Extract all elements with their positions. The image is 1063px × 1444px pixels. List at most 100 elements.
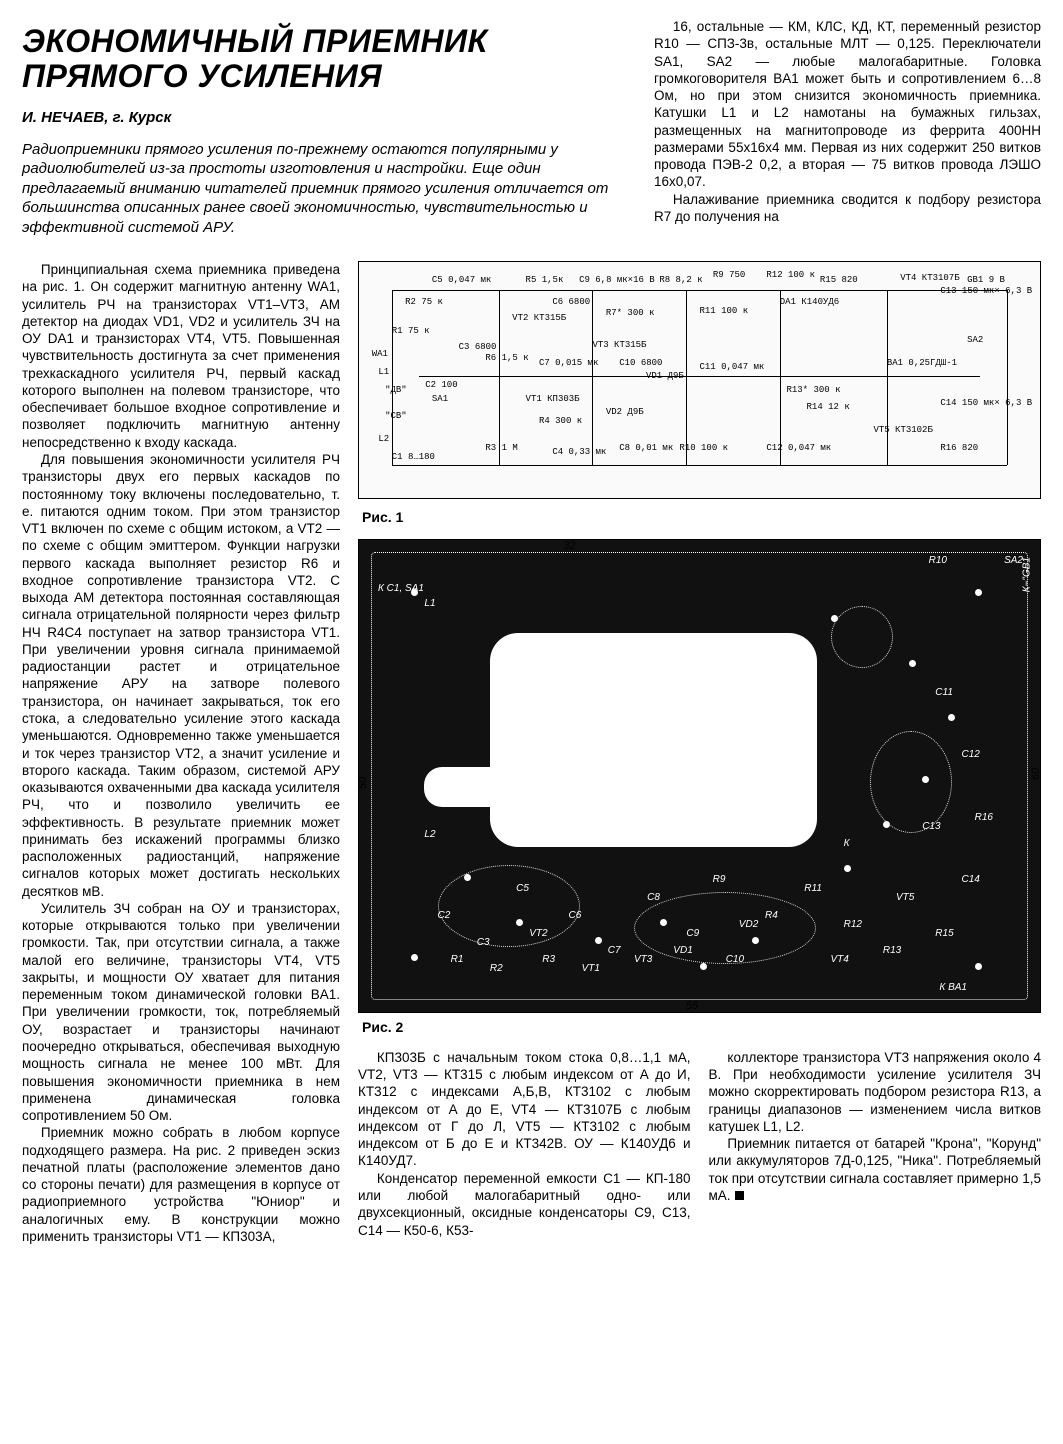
sch-r11: R11 100 к [700,306,749,318]
under-col-right: коллекторе транзистора VT3 напряжения ок… [709,1049,1042,1239]
sch-r2: R2 75 к [405,297,443,309]
top-right-para-1: 16, остальные — КМ, КЛС, КД, КТ, перемен… [654,18,1041,191]
sch-c8: C8 0,01 мк [619,443,673,455]
figure-1-schematic: C5 0,047 мк R5 1,5к C9 6,8 мк×16 В R8 8,… [358,261,1041,499]
sch-sa1: SA1 [432,394,448,406]
pcb-ref: VD2 [739,919,758,932]
pcb-ref: C8 [647,892,660,905]
pcb-ref: R2 [490,963,503,976]
sch-da1: DA1 К140УД6 [780,297,839,309]
sch-r1: R1 75 к [392,326,430,338]
header-left: ЭКОНОМИЧНЫЙ ПРИЕМНИК ПРЯМОГО УСИЛЕНИЯ И.… [22,18,632,255]
sch-c5: C5 0,047 мк [432,275,491,287]
under-figures-columns: КП303Б с начальным током стока 0,8…1,1 м… [358,1049,1041,1239]
pcb-ref: C7 [608,945,621,958]
left-para: Для повышения экономичности усилителя РЧ… [22,451,340,900]
sch-c10: C10 6800 [619,358,662,370]
pcb-ref: C5 [516,883,529,896]
sch-l2: L2 [378,434,389,446]
left-para: Принципиальная схема приемника приведена… [22,261,340,451]
sch-r3: R3 1 М [485,443,517,455]
sch-r9: R9 750 [713,270,745,282]
sch-vt5: VT5 КТ3102Б [873,425,932,437]
left-para: Приемник можно собрать в любом корпусе п… [22,1124,340,1245]
sch-r7: R7* 300 к [606,308,655,320]
sch-r10: R10 100 к [679,443,728,455]
end-mark-icon [735,1191,744,1200]
pcb-ref: R11 [804,883,822,896]
sch-sv: "СВ" [385,411,407,423]
header-right-col: 16, остальные — КМ, КЛС, КД, КТ, перемен… [654,18,1041,255]
pcb-ref: C2 [438,910,451,923]
sch-c13: C13 150 мк× 6,3 В [940,286,1032,298]
figure-1-label: Рис. 1 [362,509,1041,527]
under-col-mid: КП303Б с начальным током стока 0,8…1,1 м… [358,1049,691,1239]
pcb-ref: R4 [765,910,778,923]
sch-c4: C4 0,33 мк [552,447,606,459]
pcb-ref: L2 [424,829,435,842]
sch-c14: C14 150 мк× 6,3 В [940,398,1032,410]
pcb-dim-left: 50 [358,777,370,789]
pcb-ref: C13 [922,821,940,834]
sch-dv: "ДВ" [385,385,407,397]
pcb-ref: R9 [713,874,726,887]
sch-r8: R8 8,2 к [659,275,702,287]
pcb-ref: C10 [726,954,744,967]
sch-r5: R5 1,5к [526,275,564,287]
pcb-dim-right: 60 [1029,767,1041,779]
under-mid-para: КП303Б с начальным током стока 0,8…1,1 м… [358,1049,691,1170]
pcb-ref: C12 [962,749,980,762]
pcb-ref: R15 [935,928,953,941]
pcb-ref: C6 [569,910,582,923]
sch-vt4: VT4 КТ3107Б [900,273,959,285]
pcb-ref: R12 [844,919,862,932]
lead-paragraph: Радиоприемники прямого усиления по-прежн… [22,140,632,238]
pcb-dim-top: 32 [563,539,575,553]
figure-2-label: Рис. 2 [362,1019,1041,1037]
sch-vt3: VT3 КТ315Б [592,340,646,352]
left-para: Усилитель ЗЧ собран на ОУ и транзисторах… [22,900,340,1124]
under-mid-para: Конденсатор переменной емкости C1 — КП-1… [358,1170,691,1239]
article-title: ЭКОНОМИЧНЫЙ ПРИЕМНИК ПРЯМОГО УСИЛЕНИЯ [22,24,632,94]
pcb-label-sa2: SA2 [1004,555,1023,568]
pcb-outline: К C1, SA1 К−"GB1 К+"GB1"− К BA1 R10 SA2 [371,552,1028,1000]
sch-r12: R12 100 к [766,270,815,282]
pcb-ref: VT2 [529,928,547,941]
sch-r15: R15 820 [820,275,858,287]
pcb-ref: C3 [477,937,490,950]
pcb-ref: К [844,838,850,851]
pcb-label-r10: R10 [929,555,947,568]
header-row: ЭКОНОМИЧНЫЙ ПРИЕМНИК ПРЯМОГО УСИЛЕНИЯ И.… [22,18,1041,255]
sch-c11: C11 0,047 мк [700,362,765,374]
pcb-ref: R1 [451,954,464,967]
sch-vt1: VT1 КП303Б [526,394,580,406]
under-right-para-text: Приемник питается от батарей "Крона", "К… [709,1136,1042,1203]
top-right-para-2: Налаживание приемника сводится к подбору… [654,191,1041,226]
pcb-ref: R16 [975,812,993,825]
sch-c12: C12 0,047 мк [766,443,831,455]
pcb-ref: L1 [424,598,435,611]
title-line-2: ПРЯМОГО УСИЛЕНИЯ [22,58,382,94]
pcb-ref: VT4 [831,954,849,967]
pcb-ref: C11 [935,687,953,700]
sch-vt2: VT2 КТ315Б [512,313,566,325]
pcb-ref: R3 [542,954,555,967]
sch-vd2: VD2 Д9Б [606,407,644,419]
pcb-ref: VT1 [582,963,600,976]
sch-ba1: BA1 0,25ГДШ-1 [887,358,957,370]
sch-c6: C6 6800 [552,297,590,309]
sch-c2: C2 100 [425,380,457,392]
body-row: Принципиальная схема приемника приведена… [22,261,1041,1245]
sch-r14: R14 12 к [807,402,850,414]
sch-r6: R6 1,5 к [485,353,528,365]
pcb-ref: C14 [962,874,980,887]
pcb-ref: VD1 [673,945,692,958]
under-right-para: Приемник питается от батарей "Крона", "К… [709,1135,1042,1204]
sch-wa1: WA1 [372,349,388,361]
sch-gb1: GB1 9 В [967,275,1005,287]
right-column: C5 0,047 мк R5 1,5к C9 6,8 мк×16 В R8 8,… [358,261,1041,1245]
pcb-label-ba1: К BA1 [939,982,967,995]
figure-2-pcb: 32 50 60 55 К C1, SA1 К−"GB1 К+"GB1"− К … [358,539,1041,1013]
sch-r13: R13* 300 к [786,385,840,397]
page: ЭКОНОМИЧНЫЙ ПРИЕМНИК ПРЯМОГО УСИЛЕНИЯ И.… [22,18,1041,1245]
